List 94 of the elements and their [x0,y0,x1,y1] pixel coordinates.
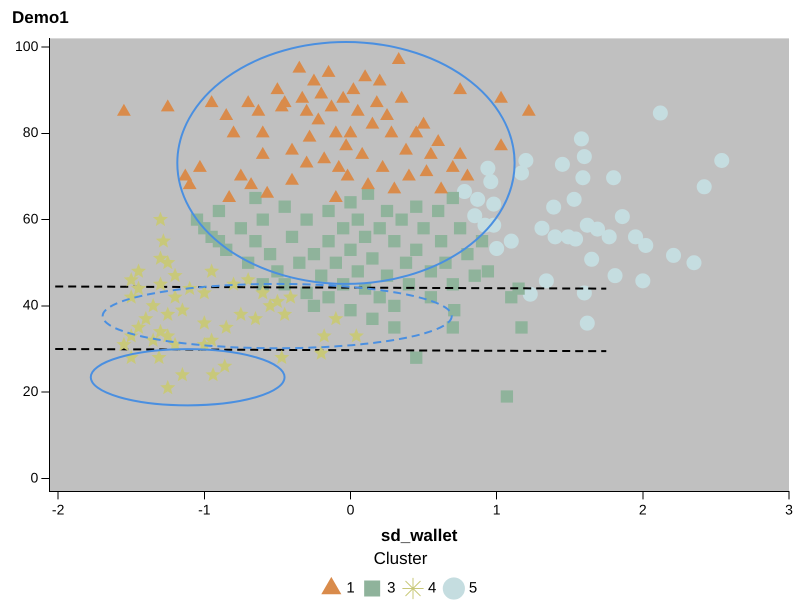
point [538,273,554,288]
point [518,152,534,168]
y-tick-label: 100 [15,38,39,54]
point [196,284,212,300]
point [160,380,176,394]
point [130,263,146,278]
point [575,170,590,186]
point [124,272,139,286]
y-tick-label: 0 [30,469,39,486]
point [218,319,234,334]
point [696,179,712,194]
point [204,332,220,347]
point [282,289,298,304]
point [489,241,504,256]
point [568,232,584,247]
x-tick-label: 1 [492,502,501,518]
point [167,268,183,282]
point [714,152,730,168]
point [130,280,146,296]
point [456,184,472,200]
point [686,255,702,270]
legend-label: 4 [428,580,436,597]
x-tick-label: -1 [198,502,211,518]
point [174,366,190,382]
point [470,192,486,207]
point [590,222,606,237]
y-tick-label: 60 [22,210,39,226]
point [486,196,502,212]
point [277,306,292,321]
point [602,229,617,244]
point [554,156,570,172]
point [124,289,139,304]
point [614,209,630,224]
point [240,272,256,286]
point [576,149,592,164]
point [156,233,171,248]
point [146,298,161,312]
point [608,268,623,284]
point [635,273,650,288]
point [328,310,344,326]
point [534,220,550,236]
point [204,263,220,278]
point [130,319,146,334]
point [480,160,496,176]
point [628,229,644,244]
point [205,366,221,382]
point [116,336,132,352]
point [580,316,595,331]
x-tick-label: -2 [52,502,65,518]
point [522,286,538,302]
point [270,294,285,308]
point [233,306,248,321]
point [638,238,654,253]
y-tick-label: 20 [22,383,39,400]
point [348,328,364,343]
point [316,328,332,343]
point [504,234,519,249]
point [314,345,329,360]
point [255,284,270,300]
legend-title: Cluster [374,548,428,568]
point [483,174,498,190]
legend-label: 3 [387,580,396,597]
x-tick-label: 2 [638,502,647,518]
point [160,306,176,321]
point [167,289,183,304]
point [274,350,290,364]
point [217,358,232,373]
point [248,310,264,326]
chart-title: Demo1 [12,8,69,27]
point [152,212,168,226]
point [226,276,242,291]
point [546,200,562,215]
point [467,208,482,224]
point [652,106,668,121]
point [152,276,168,291]
point [584,252,600,267]
x-axis-title: sd_wallet [380,526,458,546]
y-tick-label: 40 [22,296,39,313]
y-tick-label: 80 [22,124,39,140]
point [548,229,563,244]
x-tick-label: 3 [785,502,794,518]
point [576,285,592,300]
point [606,170,622,186]
legend-label: 1 [346,580,355,597]
point [138,310,154,326]
point [174,302,190,317]
legend-label: 5 [468,580,478,597]
point [666,248,682,263]
point [196,315,212,330]
point [514,166,529,181]
x-tick-label: 0 [346,502,355,518]
point [151,350,167,364]
point [574,131,589,146]
point [566,192,582,207]
